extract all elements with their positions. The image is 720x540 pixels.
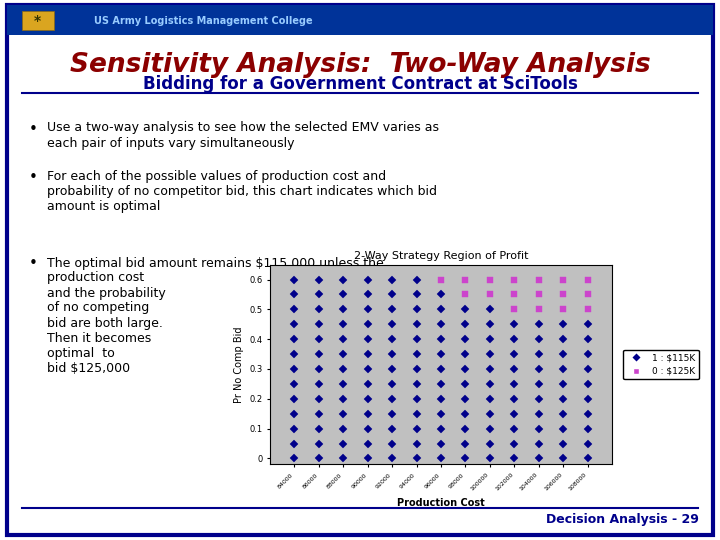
X-axis label: Production Cost: Production Cost — [397, 498, 485, 508]
Bar — [7, 5, 713, 35]
Text: •: • — [29, 122, 37, 137]
Text: Decision Analysis - 29: Decision Analysis - 29 — [546, 514, 698, 526]
Y-axis label: Pr No Comp Bid: Pr No Comp Bid — [233, 326, 243, 403]
Text: The optimal bid amount remains $115,000 unless the
production cost
and the proba: The optimal bid amount remains $115,000 … — [47, 256, 384, 375]
Text: Bidding for a Government Contract at SciTools: Bidding for a Government Contract at Sci… — [143, 75, 577, 93]
Legend: 1 : $115K, 0 : $125K: 1 : $115K, 0 : $125K — [624, 349, 699, 380]
Title: 2-Way Strategy Region of Profit: 2-Way Strategy Region of Profit — [354, 251, 528, 261]
Text: US Army Logistics Management College: US Army Logistics Management College — [94, 16, 312, 25]
Text: Use a two-way analysis to see how the selected EMV varies as
each pair of inputs: Use a two-way analysis to see how the se… — [47, 122, 438, 150]
Text: •: • — [29, 256, 37, 272]
Text: •: • — [29, 170, 37, 185]
Text: *: * — [34, 14, 41, 28]
Text: Sensitivity Analysis:  Two-Way Analysis: Sensitivity Analysis: Two-Way Analysis — [70, 52, 650, 78]
Bar — [22, 11, 54, 30]
Text: For each of the possible values of production cost and
probability of no competi: For each of the possible values of produ… — [47, 170, 437, 213]
